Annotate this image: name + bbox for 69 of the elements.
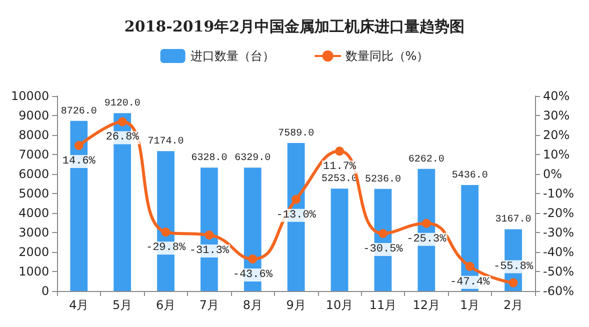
data-label: -13.0% (276, 209, 316, 222)
point (118, 117, 127, 126)
y-tick-label: 0 (42, 284, 50, 298)
bar (330, 188, 348, 291)
data-label: 26.8% (106, 132, 140, 144)
y2-tick-label: -50% (543, 264, 574, 278)
x-tick-label: 10月 (326, 298, 354, 312)
x-tick-label: 6月 (156, 298, 176, 312)
y2-tick-label: 30% (543, 108, 570, 122)
x-tick-label: 2月 (503, 298, 524, 312)
data-label: 7589.0 (278, 128, 314, 140)
data-label: -31.3% (189, 245, 230, 258)
point (292, 194, 301, 204)
data-label: 5436.0 (452, 170, 488, 182)
point (204, 230, 214, 240)
point (465, 262, 474, 271)
point (335, 146, 344, 156)
point (248, 254, 258, 264)
y2-tick-label: 20% (543, 128, 570, 142)
x-tick-label: 9月 (286, 298, 306, 312)
data-label: 3167.0 (495, 214, 532, 226)
y-tick-label: 2000 (18, 245, 50, 259)
y2-tick-label: 10% (543, 148, 570, 162)
x-tick-label: 5月 (112, 298, 132, 312)
x-tick-label: 12月 (412, 298, 440, 312)
y-tick-label: 9000 (18, 108, 50, 122)
y2-tick-label: -40% (543, 245, 574, 259)
y-tick-label: 8000 (18, 128, 50, 142)
y2-tick-label: -10% (543, 186, 574, 200)
data-label: -55.8% (493, 260, 534, 273)
data-label: 8726.0 (60, 106, 97, 118)
point (378, 228, 388, 238)
point (74, 141, 84, 150)
data-label: 14.6% (62, 156, 96, 168)
chart-title: 2018-2019年2月中国金属加工机床进口量趋势图 (124, 18, 465, 36)
data-label: -29.8% (146, 242, 186, 254)
y-tick-label: 3000 (18, 226, 50, 240)
y2-tick-label: 0% (543, 167, 562, 181)
y2-tick-label: -30% (543, 226, 574, 240)
point (422, 218, 431, 228)
y-tick-label: 7000 (18, 148, 50, 162)
data-label: -47.4% (450, 276, 490, 288)
y2-tick-label: -60% (543, 284, 574, 298)
x-tick-label: 4月 (69, 298, 89, 312)
y-tick-label: 5000 (18, 186, 50, 200)
legend-label: 进口数量（台） (190, 49, 274, 63)
data-label: -43.6% (232, 269, 273, 282)
y2-tick-label: 40% (543, 89, 570, 103)
data-label: 6262.0 (408, 154, 444, 166)
point (161, 228, 170, 237)
y-tick-label: 1000 (18, 264, 50, 278)
x-tick-label: 8月 (242, 298, 262, 312)
x-tick-label: 7月 (199, 298, 220, 312)
data-label: -30.5% (363, 243, 404, 256)
y-tick-label: 10000 (10, 89, 50, 103)
data-label: 11.7% (323, 161, 356, 174)
data-label: 6329.0 (234, 153, 271, 164)
y-tick-label: 4000 (18, 206, 50, 220)
y2-tick-label: -20% (543, 206, 574, 220)
y-tick-label: 6000 (18, 167, 50, 181)
data-label: 7174.0 (148, 136, 184, 148)
data-label: -25.3% (406, 233, 447, 246)
data-label: 6328.0 (191, 153, 228, 164)
x-tick-label: 11月 (369, 298, 397, 312)
x-tick-label: 1月 (460, 298, 480, 312)
data-label: 9120.0 (104, 98, 140, 110)
point (508, 278, 518, 288)
legend-label: 数量同比（%） (345, 49, 429, 63)
data-label: 5236.0 (364, 174, 401, 186)
